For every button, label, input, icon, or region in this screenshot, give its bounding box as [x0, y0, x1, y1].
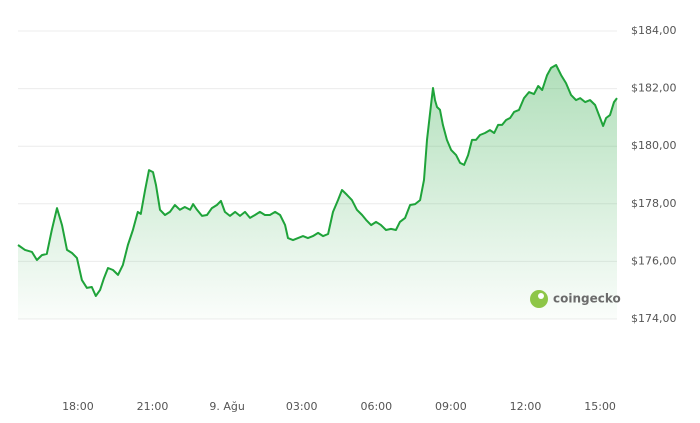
x-tick-label: 15:00 — [584, 400, 616, 413]
y-tick-label: $176,00 — [631, 254, 677, 267]
y-tick-label: $182,00 — [631, 82, 677, 95]
y-tick-label: $180,00 — [631, 139, 677, 152]
watermark: coingecko — [530, 290, 621, 308]
area-fill — [18, 65, 617, 319]
watermark-eye — [538, 293, 544, 299]
y-tick-label: $178,00 — [631, 197, 677, 210]
y-tick-label: $184,00 — [631, 24, 677, 37]
x-tick-label: 03:00 — [286, 400, 318, 413]
x-tick-label: 21:00 — [137, 400, 169, 413]
price-line — [17, 64, 618, 297]
x-tick-label: 09:00 — [435, 400, 467, 413]
x-tick-label: 12:00 — [510, 400, 542, 413]
x-tick-label: 9. Ağu — [209, 400, 244, 413]
y-tick-label: $174,00 — [631, 312, 677, 325]
x-tick-label: 18:00 — [62, 400, 94, 413]
x-tick-label: 06:00 — [360, 400, 392, 413]
watermark-text: coingecko — [553, 292, 621, 306]
watermark-logo — [530, 290, 548, 308]
